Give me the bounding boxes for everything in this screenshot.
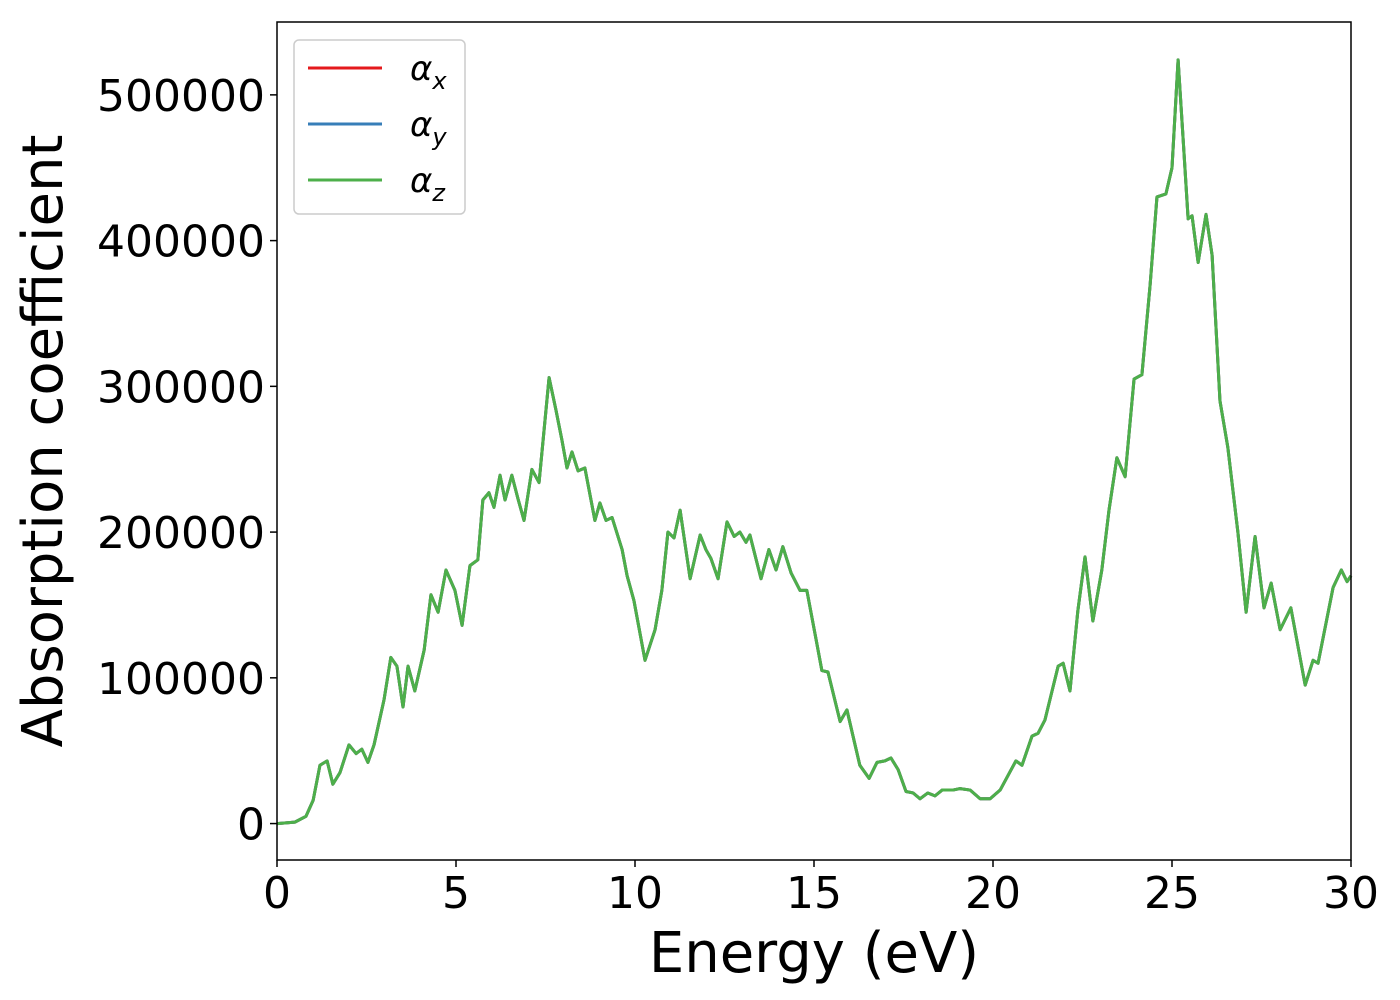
x-tick-label: 25 <box>1144 868 1200 919</box>
y-tick-label: 400000 <box>97 217 265 268</box>
y-tick-label: 200000 <box>97 508 265 559</box>
x-tick-label: 20 <box>965 868 1021 919</box>
x-tick-label: 30 <box>1323 868 1379 919</box>
y-axis-label: Absorption coefficient <box>11 135 76 748</box>
y-tick-label: 300000 <box>97 362 265 413</box>
y-tick-label: 0 <box>237 800 265 851</box>
x-tick-label: 10 <box>607 868 663 919</box>
legend-box <box>293 39 466 215</box>
plot-frame <box>276 21 1352 861</box>
series-line <box>276 58 1353 826</box>
y-tick-label: 500000 <box>97 71 265 122</box>
y-tick-label: 100000 <box>97 654 265 705</box>
legend-label: αy <box>410 105 447 151</box>
legend-label: αx <box>410 49 447 95</box>
x-tick-label: 0 <box>263 868 291 919</box>
legend-label: αz <box>410 161 446 207</box>
x-axis-label: Energy (eV) <box>649 921 979 986</box>
x-tick-label: 15 <box>786 868 842 919</box>
x-tick-label: 5 <box>442 868 470 919</box>
